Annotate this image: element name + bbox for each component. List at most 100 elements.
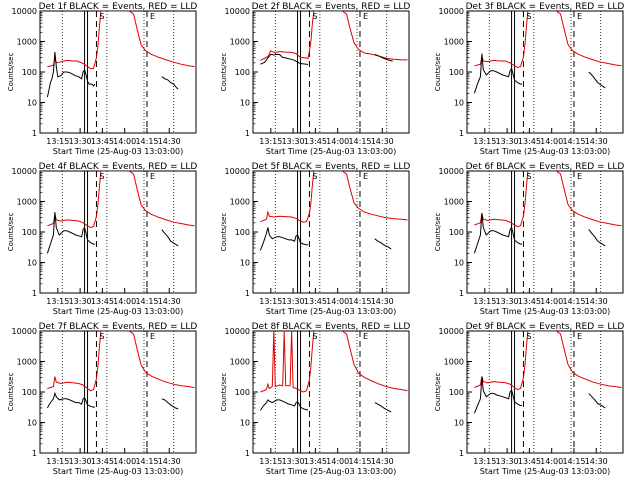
x-tick-label: 14:15 — [348, 297, 371, 306]
plot-frame — [466, 330, 624, 454]
events-series-line — [588, 71, 606, 89]
panel-title: Det 1f BLACK = Events, RED = LLD — [39, 2, 198, 12]
x-tick-label: 13:15 — [259, 297, 282, 306]
y-tick-label: 10000 — [439, 327, 464, 336]
y-tick-label: 1 — [245, 449, 250, 458]
lld-series-line — [47, 11, 195, 69]
lld-series-line — [474, 171, 622, 228]
y-tick-label: 10000 — [12, 7, 37, 16]
x-tick-label: 14:30 — [158, 457, 181, 466]
marker-label: E — [150, 332, 155, 341]
x-tick-label: 14:30 — [585, 137, 608, 146]
panel-inner — [259, 331, 408, 453]
x-tick-label: 13:30 — [282, 297, 305, 306]
y-tick-label: 100 — [235, 228, 250, 237]
y-tick-label: 10 — [27, 259, 37, 268]
x-tick-label: 14:15 — [135, 457, 158, 466]
marker-label: S — [99, 332, 104, 341]
x-tick-label: 13:45 — [518, 137, 541, 146]
panel-title: Det 6f BLACK = Events, RED = LLD — [466, 162, 625, 172]
x-tick-label: 13:30 — [69, 457, 92, 466]
events-series-line — [46, 52, 96, 98]
x-tick-label: 14:15 — [348, 457, 371, 466]
x-tick-label: 14:00 — [540, 297, 563, 306]
plot-frame — [466, 170, 624, 294]
marker-label: S — [526, 332, 531, 341]
detector-panel: Det 2f BLACK = Events, RED = LLD 1 10 100 10… — [220, 2, 410, 156]
y-tick-label: 100 — [22, 228, 37, 237]
y-axis-label: Counts/sec — [434, 53, 442, 92]
events-series-line — [260, 53, 309, 66]
detector-panel: Det 4f BLACK = Events, RED = LLD 1 10 100 10… — [7, 162, 197, 316]
x-tick-label: 14:00 — [326, 457, 349, 466]
y-tick-label: 1 — [245, 289, 250, 298]
detector-panel: Det 7f BLACK = Events, RED = LLD 1 10 100 10… — [7, 322, 197, 476]
events-series-line — [473, 212, 522, 254]
y-tick-label: 10 — [240, 419, 250, 428]
y-tick-label: 100 — [22, 388, 37, 397]
marker-label: S — [526, 12, 531, 21]
panel-inner — [46, 331, 195, 453]
x-tick-label: 14:30 — [158, 137, 181, 146]
x-tick-label: 14:30 — [585, 457, 608, 466]
y-tick-label: 10000 — [225, 327, 250, 336]
detector-panel: Det 8f BLACK = Events, RED = LLD 1 10 100 10… — [220, 322, 410, 476]
x-tick-label: 13:15 — [259, 457, 282, 466]
y-tick-label: 100 — [449, 388, 464, 397]
x-tick-label: 13:45 — [304, 137, 327, 146]
y-tick-label: 10 — [454, 259, 464, 268]
x-tick-label: 13:15 — [473, 457, 496, 466]
y-axis-label: Counts/sec — [220, 373, 228, 412]
marker-label: E — [150, 172, 155, 181]
y-tick-label: 10000 — [225, 167, 250, 176]
x-tick-label: 14:00 — [113, 457, 136, 466]
y-tick-label: 1000 — [444, 38, 464, 47]
x-axis-label: Start Time (25-Aug-03 13:03:00) — [53, 467, 184, 476]
x-tick-label: 13:30 — [496, 457, 519, 466]
x-axis-label: Start Time (25-Aug-03 13:03:00) — [266, 467, 397, 476]
marker-label: E — [577, 332, 582, 341]
x-tick-label: 14:30 — [158, 297, 181, 306]
lld-series-line — [474, 11, 622, 69]
panel-title: Det 5f BLACK = Events, RED = LLD — [252, 162, 411, 172]
x-tick-label: 13:15 — [259, 137, 282, 146]
y-tick-label: 10000 — [439, 7, 464, 16]
y-tick-label: 1 — [459, 129, 464, 138]
events-series-line — [161, 398, 179, 410]
y-tick-label: 1000 — [17, 38, 37, 47]
x-tick-label: 14:00 — [326, 137, 349, 146]
y-tick-label: 1 — [32, 449, 37, 458]
marker-label: S — [312, 332, 317, 341]
x-tick-label: 13:45 — [518, 297, 541, 306]
y-tick-label: 10 — [27, 99, 37, 108]
y-axis-label: Counts/sec — [220, 213, 228, 252]
detector-panel: Det 5f BLACK = Events, RED = LLD 1 10 100 10… — [220, 162, 410, 316]
y-tick-label: 10 — [27, 419, 37, 428]
x-tick-label: 14:00 — [113, 297, 136, 306]
y-tick-label: 1000 — [17, 358, 37, 367]
x-tick-label: 14:00 — [540, 137, 563, 146]
events-series-line — [374, 402, 392, 413]
x-axis-label: Start Time (25-Aug-03 13:03:00) — [53, 307, 184, 316]
events-series-line — [46, 391, 95, 409]
x-axis-label: Start Time (25-Aug-03 13:03:00) — [480, 307, 611, 316]
x-tick-label: 13:30 — [496, 137, 519, 146]
x-tick-label: 14:15 — [562, 137, 585, 146]
x-tick-label: 13:15 — [46, 297, 69, 306]
lld-series-line — [474, 331, 622, 391]
marker-label: E — [577, 172, 582, 181]
y-tick-label: 10 — [454, 419, 464, 428]
y-tick-label: 1 — [32, 289, 37, 298]
y-tick-label: 1000 — [17, 198, 37, 207]
y-tick-label: 100 — [449, 228, 464, 237]
detector-panel: Det 9f BLACK = Events, RED = LLD 1 10 100 10… — [434, 322, 624, 476]
x-axis-label: Start Time (25-Aug-03 13:03:00) — [53, 147, 184, 156]
panel-inner — [473, 11, 622, 133]
marker-label: E — [363, 12, 368, 21]
x-tick-label: 14:15 — [562, 297, 585, 306]
x-tick-label: 13:30 — [69, 297, 92, 306]
y-tick-label: 100 — [235, 68, 250, 77]
events-series-line — [473, 53, 522, 94]
x-tick-label: 14:30 — [371, 297, 394, 306]
